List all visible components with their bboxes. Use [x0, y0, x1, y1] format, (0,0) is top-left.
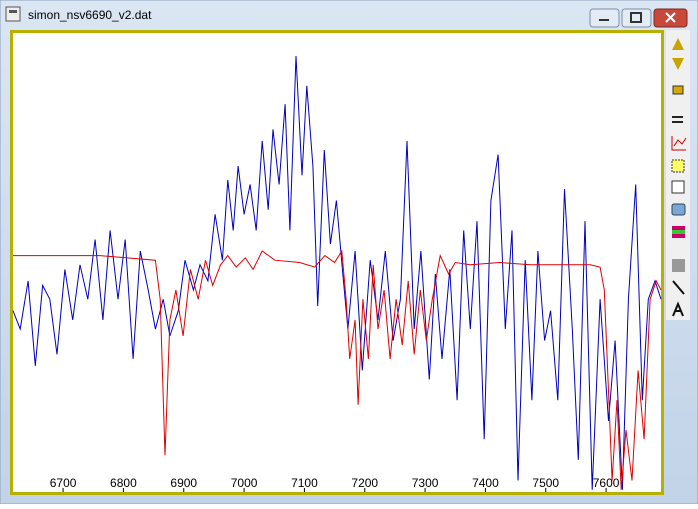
tool-equal-bar — [672, 121, 683, 123]
x-tick-label: 7000 — [231, 476, 258, 490]
x-tick-label: 7300 — [412, 476, 439, 490]
close-glyph — [665, 12, 676, 23]
tool-up[interactable] — [672, 38, 684, 50]
tool-colors-band — [672, 230, 685, 234]
toolbar — [666, 30, 690, 320]
x-tick-label: 7200 — [351, 476, 378, 490]
x-tick-label: 7100 — [291, 476, 318, 490]
window-icon-detail — [9, 10, 17, 13]
toolbar-bg — [666, 30, 690, 320]
x-tick-label: 7400 — [472, 476, 499, 490]
window-title: simon_nsv6690_v2.dat — [28, 8, 152, 22]
maximize-button[interactable] — [621, 8, 652, 28]
minimize-button[interactable] — [589, 8, 620, 28]
x-tick-label: 6900 — [170, 476, 197, 490]
series-line — [13, 249, 662, 490]
plot: 6700 6800 6900 7000 7100 7200 7300 7400 7500 7600 — [12, 55, 662, 492]
maximize-glyph — [630, 12, 642, 23]
x-tick-label: 6800 — [110, 476, 137, 490]
tool-shade[interactable] — [672, 259, 685, 272]
tool-select[interactable] — [671, 159, 685, 173]
series-line — [12, 55, 662, 490]
tool-lock[interactable] — [672, 85, 684, 95]
tool-line[interactable] — [672, 280, 685, 295]
tool-plot[interactable] — [671, 136, 687, 151]
x-tick-label: 7500 — [532, 476, 559, 490]
tool-text[interactable] — [672, 301, 684, 317]
x-tick-label: 6700 — [50, 476, 77, 490]
tool-equal[interactable] — [672, 116, 683, 118]
window-icon — [5, 6, 21, 22]
x-tick-label: 7600 — [593, 476, 620, 490]
tool-down[interactable] — [672, 58, 684, 70]
plot-area — [13, 33, 661, 492]
tool-camera[interactable] — [671, 203, 686, 216]
tool-pick[interactable] — [671, 180, 685, 194]
